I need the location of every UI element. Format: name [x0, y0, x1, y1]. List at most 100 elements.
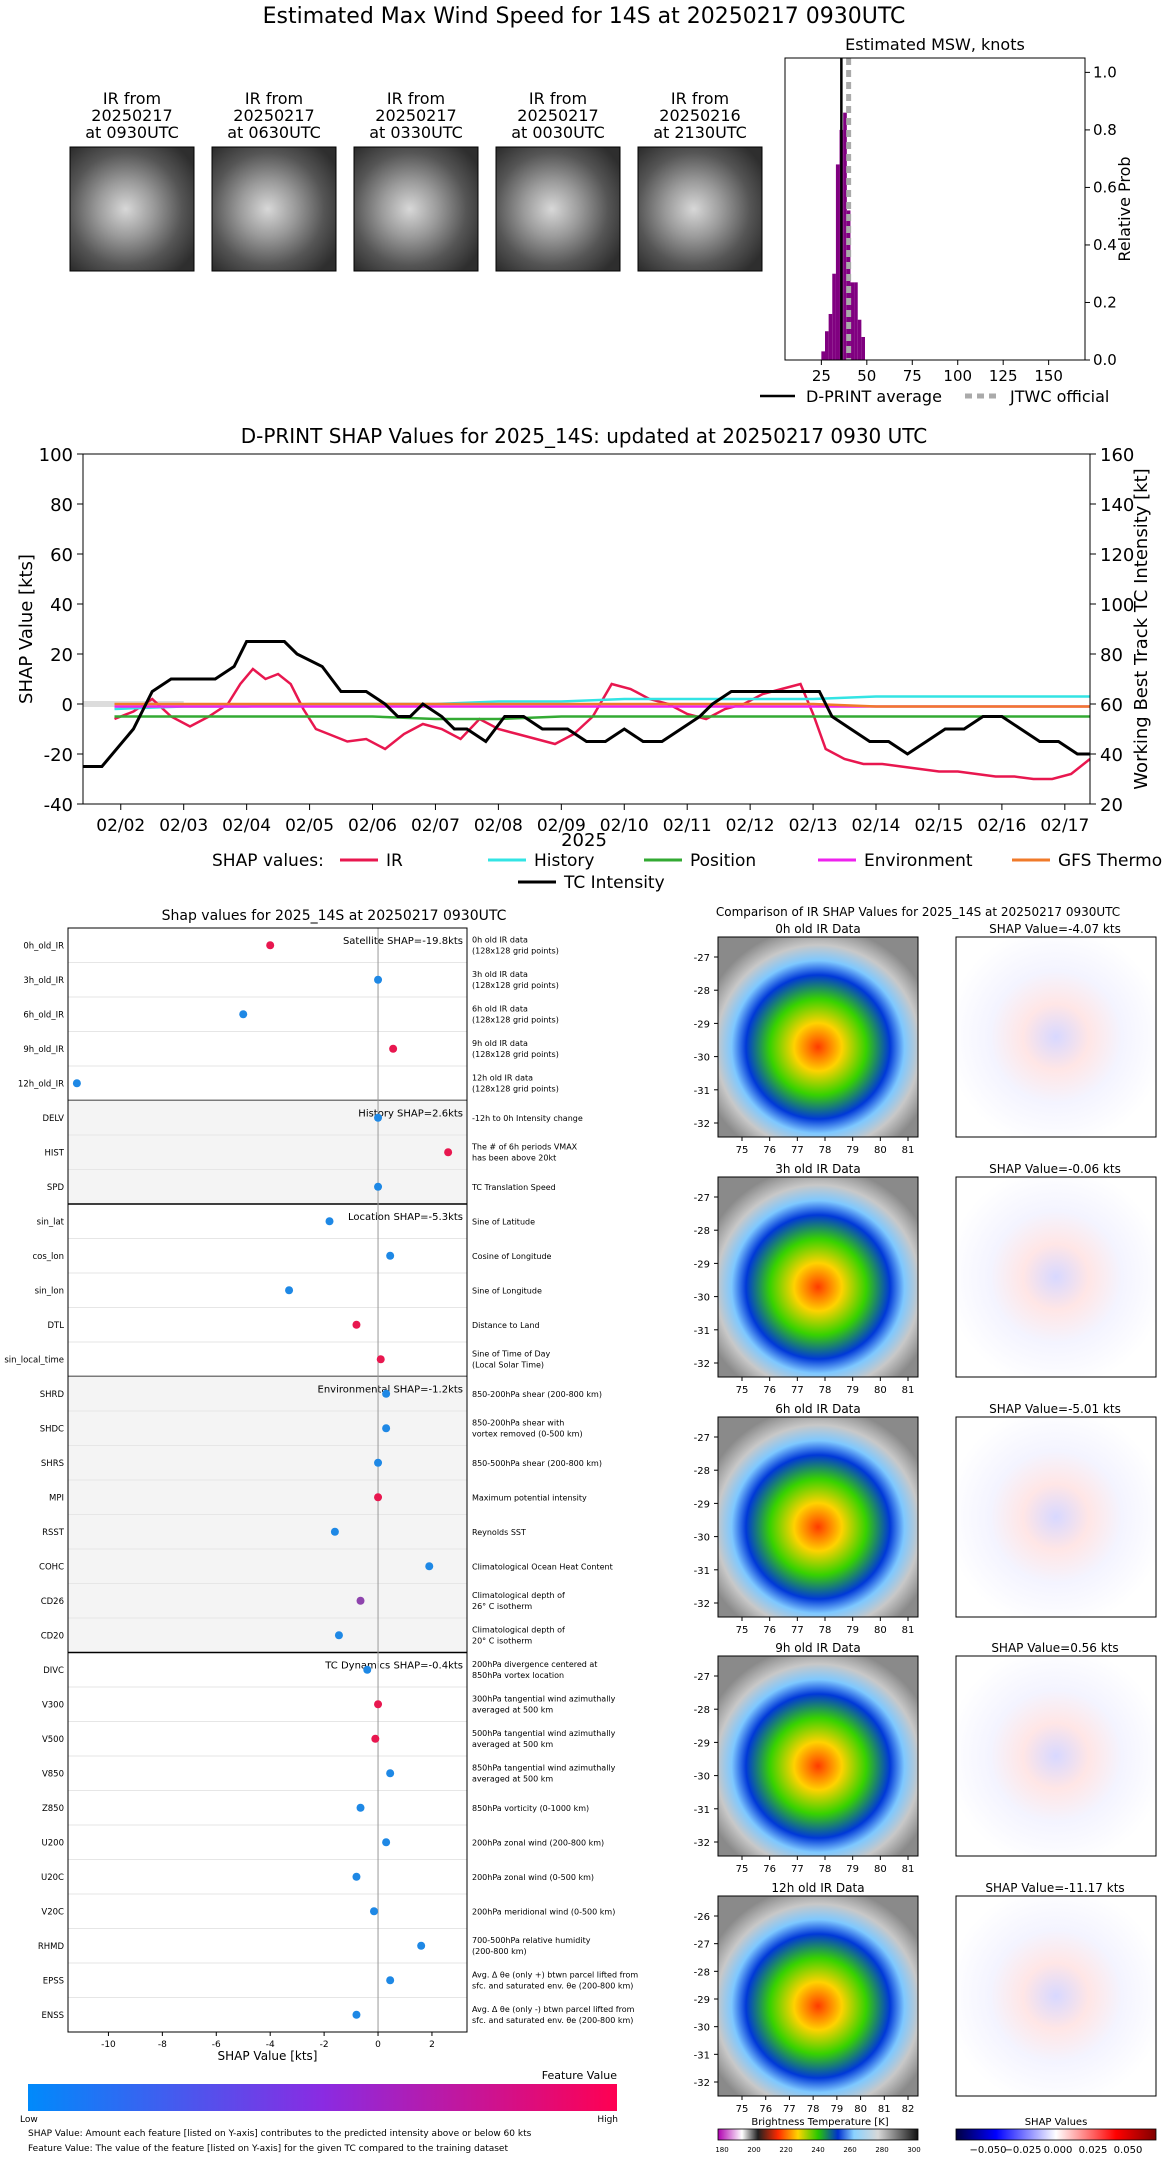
feature-shap-point: [352, 2010, 361, 2019]
feature-description: 850hPa vorticity (0-1000 km): [472, 1804, 589, 1813]
ir-x-tick-label: 75: [736, 1864, 749, 1875]
histogram-x-tick-label: 75: [903, 367, 922, 385]
feature-shap-point: [369, 1907, 378, 1916]
legend-jtwc-label: JTWC official: [1009, 387, 1109, 406]
ir-y-tick-label: -31: [694, 1805, 710, 1816]
shap-panel-title: SHAP Value=-0.06 kts: [989, 1162, 1121, 1176]
feature-name-label: DELV: [42, 1114, 64, 1124]
ir-x-tick-label: 78: [819, 1864, 832, 1875]
ir-x-tick-label: 79: [846, 1385, 859, 1396]
ir-thumbnail-image: [495, 146, 621, 272]
feature-colorbar-low: Low: [20, 2115, 38, 2125]
thumb-label-line: at 0930UTC: [85, 123, 179, 142]
feature-description: 200hPa zonal wind (0-500 km): [472, 1873, 594, 1882]
feature-name-label: sin_lat: [37, 1217, 65, 1227]
ir-y-tick-label: -30: [694, 2023, 710, 2034]
feature-colorbar: [28, 2084, 617, 2111]
thumb-label-line: IR from: [671, 89, 729, 108]
feature-name-label: 6h_old_IR: [23, 1010, 64, 1020]
feature-name-label: DIVC: [43, 1666, 64, 1676]
shap-panel-title: SHAP Value=-5.01 kts: [989, 1402, 1121, 1416]
bt-colorbar-tick-label: 300: [907, 2146, 920, 2154]
ir-x-tick-label: 80: [874, 1625, 887, 1636]
feature-name-label: V20C: [41, 1907, 64, 1917]
bt-colorbar-tick-label: 280: [875, 2146, 888, 2154]
ir-y-tick-label: -31: [694, 2050, 710, 2061]
histogram-x-tick-label: 50: [857, 367, 876, 385]
thumb-label-line: at 0330UTC: [369, 123, 463, 142]
legend-item-label: Environment: [864, 851, 973, 871]
timeseries-right-tick-label: 140: [1100, 495, 1134, 516]
feature-name-label: SPD: [47, 1183, 65, 1193]
feature-group-label: Location SHAP=-5.3kts: [348, 1212, 463, 1223]
feature-name-label: RHMD: [38, 1942, 65, 1952]
ir-x-tick-label: 76: [763, 1864, 776, 1875]
ir-y-tick-label: -28: [694, 986, 710, 997]
series-line-ir: [114, 667, 1091, 781]
ir-y-tick-label: -27: [694, 1672, 710, 1683]
feature-name-label: DTL: [48, 1321, 65, 1331]
timeseries-right-tick-label: 60: [1100, 695, 1123, 716]
footer-note-feature: Feature Value: The value of the feature …: [28, 2144, 508, 2154]
feature-shap-point: [334, 1631, 343, 1640]
feature-panel-frame: [67, 927, 468, 2033]
shap-map-image: [955, 1655, 1157, 1857]
ir-x-tick-label: 78: [819, 1145, 832, 1156]
ir-y-tick-label: -31: [694, 1086, 710, 1097]
feature-description: 12h old IR data: [472, 1073, 533, 1082]
timeseries-x-tick-label: 02/08: [474, 816, 523, 836]
thumb-label-line: 20250216: [659, 106, 740, 125]
ir-y-tick-label: -31: [694, 1566, 710, 1577]
shap-map-image: [955, 1895, 1157, 2097]
ir-map-image: [717, 1416, 919, 1618]
timeseries-y-tick-label: -20: [44, 745, 73, 766]
feature-shap-point: [352, 1320, 361, 1329]
shap-map-image: [955, 1176, 1157, 1378]
feature-name-label: ENSS: [41, 2011, 64, 2021]
ir-x-tick-label: 78: [819, 1385, 832, 1396]
ir-y-tick-label: -28: [694, 1705, 710, 1716]
timeseries-x-tick-label: 02/14: [852, 816, 901, 836]
shap-colorbar-tick-label: −0.050: [969, 2145, 1006, 2156]
feature-x-tick-label: 0: [375, 2040, 381, 2050]
ir-y-tick-label: -32: [694, 2078, 710, 2089]
timeseries-x-tick-label: 02/11: [663, 816, 712, 836]
ir-x-tick-label: 77: [783, 2104, 796, 2115]
ir-x-tick-label: 79: [830, 2104, 843, 2115]
ir-x-tick-label: 79: [846, 1864, 859, 1875]
feature-name-label: CD26: [41, 1597, 64, 1607]
ir-y-tick-label: -29: [694, 1499, 710, 1510]
timeseries-x-tick-label: 02/06: [348, 816, 397, 836]
feature-shap-point: [285, 1286, 294, 1295]
histogram-bar: [832, 273, 836, 360]
ir-x-tick-label: 76: [763, 1145, 776, 1156]
footer-note-shap: SHAP Value: Amount each feature [listed …: [28, 2129, 532, 2139]
feature-shap-point: [382, 1424, 391, 1433]
series-line-gfs-thermo: [114, 702, 1090, 708]
histogram-y-tick-label: 0.8: [1093, 121, 1117, 139]
feature-x-label: SHAP Value [kts]: [218, 2049, 318, 2063]
ir-y-tick-label: -32: [694, 1119, 710, 1130]
feature-description: Sine of Time of Day: [472, 1349, 551, 1358]
ir-y-tick-label: -29: [694, 1995, 710, 2006]
feature-description: Sine of Latitude: [472, 1217, 535, 1226]
feature-description: 850-500hPa shear (200-800 km): [472, 1459, 602, 1468]
feature-description: Avg. Δ θe (only +) btwn parcel lifted fr…: [472, 1970, 638, 1979]
feature-description: Sine of Longitude: [472, 1286, 542, 1295]
shap-colorbar-tick-label: 0.000: [1044, 2145, 1073, 2156]
ir-thumbnail-image: [637, 146, 763, 272]
feature-shap-point: [444, 1148, 453, 1157]
feature-description: has been above 20kt: [472, 1153, 556, 1162]
bt-colorbar-tick-label: 200: [747, 2146, 760, 2154]
ir-x-tick-label: 81: [902, 1864, 915, 1875]
timeseries-y-tick-label: 20: [50, 645, 73, 666]
feature-description: Distance to Land: [472, 1321, 540, 1330]
feature-x-tick-label: -8: [158, 2040, 167, 2050]
ir-y-tick-label: -32: [694, 1599, 710, 1610]
feature-shap-point: [325, 1217, 334, 1226]
feature-shap-point: [72, 1079, 81, 1088]
feature-group-label: Satellite SHAP=-19.8kts: [343, 936, 463, 947]
ir-y-tick-label: -26: [694, 1912, 710, 1923]
ir-x-tick-label: 76: [759, 2104, 772, 2115]
ir-map-image: [717, 1655, 919, 1857]
